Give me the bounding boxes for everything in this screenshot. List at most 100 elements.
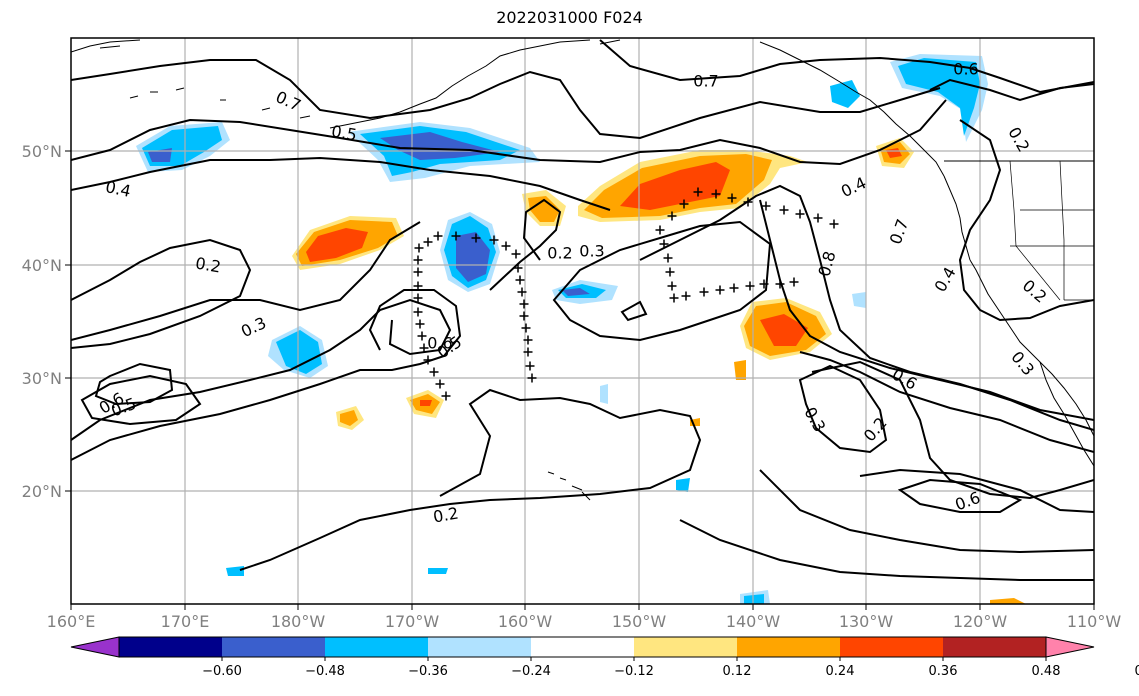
lon-tick-label: 120°W	[953, 612, 1008, 631]
colorbar-swatch	[428, 637, 531, 657]
hawaii-islands	[547, 471, 591, 501]
map-title: 2022031000 F024	[496, 8, 643, 27]
contour-0.5-band	[71, 99, 947, 166]
map-frame	[70, 37, 1095, 605]
contour-0.2-west	[71, 238, 252, 349]
significance-cross	[655, 225, 665, 235]
contour-0.6-small-loop	[94, 362, 174, 406]
contour-0.6-east	[799, 351, 1094, 453]
contour-label: 0.6	[953, 60, 978, 79]
significance-cross	[521, 323, 531, 333]
neg-anomaly-south-1-core	[744, 594, 764, 604]
contour-label: 0.2	[432, 503, 460, 526]
contour-0.6-swirl	[71, 298, 452, 441]
contour-label: 0.7	[273, 87, 304, 115]
british-columbia-coast	[943, 175, 971, 261]
neg-anomaly-sw-core	[276, 330, 322, 374]
colorbar-swatch	[840, 637, 943, 657]
significance-cross	[681, 291, 691, 301]
colorbar-tick-label: 0.12	[723, 664, 752, 679]
significance-cross	[745, 281, 755, 291]
pos-anomaly-small-2-inner	[420, 400, 432, 406]
significance-cross	[515, 275, 525, 285]
pos-anomaly-small-3-core	[340, 410, 358, 426]
neg-anomaly-aleutian-inner	[380, 132, 500, 160]
significance-cross	[669, 293, 679, 303]
significance-cross	[525, 361, 535, 371]
colorbar-swatch	[531, 637, 634, 657]
significance-cross	[667, 281, 677, 291]
contour-label: 0.4	[104, 177, 133, 201]
contour-label: 0.6	[427, 334, 452, 353]
contour-lines	[71, 39, 1094, 581]
colorbar-tick-label: 0.24	[826, 664, 855, 679]
contour-label: 0.3	[800, 404, 829, 436]
contour-0.5-se	[859, 468, 1094, 513]
contour-0.7-north	[71, 59, 941, 140]
significance-cross	[527, 373, 537, 383]
significance-cross	[759, 279, 769, 289]
graticule	[71, 38, 1094, 604]
contour-0.2-mid	[552, 220, 772, 342]
pos-anomaly-small-6	[990, 598, 1026, 604]
contour-label: 0.2	[547, 244, 572, 263]
pos-anomaly-east-inner	[760, 314, 808, 346]
significance-cross	[413, 281, 423, 291]
neg-anomaly-ne-core	[898, 58, 980, 136]
neg-anomaly-alaska	[830, 80, 860, 108]
lon-tick-label: 170°W	[385, 612, 440, 631]
contour-0.4-west	[71, 156, 611, 211]
colorbar-tick-label: −0.12	[614, 664, 654, 679]
contour-0.2-east-loop	[811, 360, 1094, 500]
pos-anomaly-west-inner	[306, 228, 368, 262]
lon-tick-label: 160°W	[498, 612, 553, 631]
significance-cross	[813, 213, 823, 223]
contour-label: 0.4	[838, 173, 869, 201]
lat-tick-label: 20°N	[22, 482, 62, 501]
colorbar-tick-label: −0.24	[511, 664, 551, 679]
significance-cross	[775, 279, 785, 289]
neg-anomaly-small-3	[676, 478, 690, 492]
lat-tick-label: 40°N	[22, 256, 62, 275]
significance-cross	[663, 253, 673, 263]
contour-0.2-south	[239, 388, 702, 571]
significance-cross	[433, 231, 443, 241]
significance-cross	[415, 319, 425, 329]
contour-0.5-swirl	[71, 289, 462, 461]
significance-cross	[729, 283, 739, 293]
contour-label: 0.5	[330, 121, 358, 144]
significance-cross	[423, 237, 433, 247]
lon-tick-label: 110°W	[1067, 612, 1122, 631]
significance-cross	[829, 219, 839, 229]
colorbar-tick-label: −0.60	[202, 664, 242, 679]
colorbar-swatch	[119, 637, 222, 657]
significance-cross	[501, 241, 511, 251]
aleutian-islands	[129, 87, 311, 119]
lon-tick-label: 170°E	[161, 612, 210, 631]
lon-tick-label: 140°W	[726, 612, 781, 631]
significance-cross	[413, 255, 423, 265]
colorbar-outline	[118, 636, 1047, 658]
contour-label: 0.7	[693, 72, 718, 91]
lon-tick-label: 160°E	[47, 612, 96, 631]
significance-cross	[417, 331, 427, 341]
neg-anomaly-small-6	[428, 568, 448, 574]
significance-cross	[441, 391, 451, 401]
significance-cross	[711, 189, 721, 199]
contour-0.7-east	[639, 184, 1094, 431]
significance-cross	[715, 285, 725, 295]
contour-0.3-se	[679, 519, 1094, 581]
contour-0.2-center	[489, 198, 562, 291]
significance-cross	[419, 343, 429, 353]
contour-0.5-small-loop	[80, 374, 202, 426]
significance-cross	[471, 233, 481, 243]
colorbar-swatch	[1045, 636, 1095, 658]
state-borders	[1009, 160, 1094, 301]
contour-label: 0.7	[886, 216, 913, 246]
shading-layer	[136, 54, 1026, 604]
significance-cross	[795, 209, 805, 219]
significance-cross	[699, 287, 709, 297]
colorbar-tick-label: −0.36	[408, 664, 448, 679]
significance-cross	[679, 199, 689, 209]
